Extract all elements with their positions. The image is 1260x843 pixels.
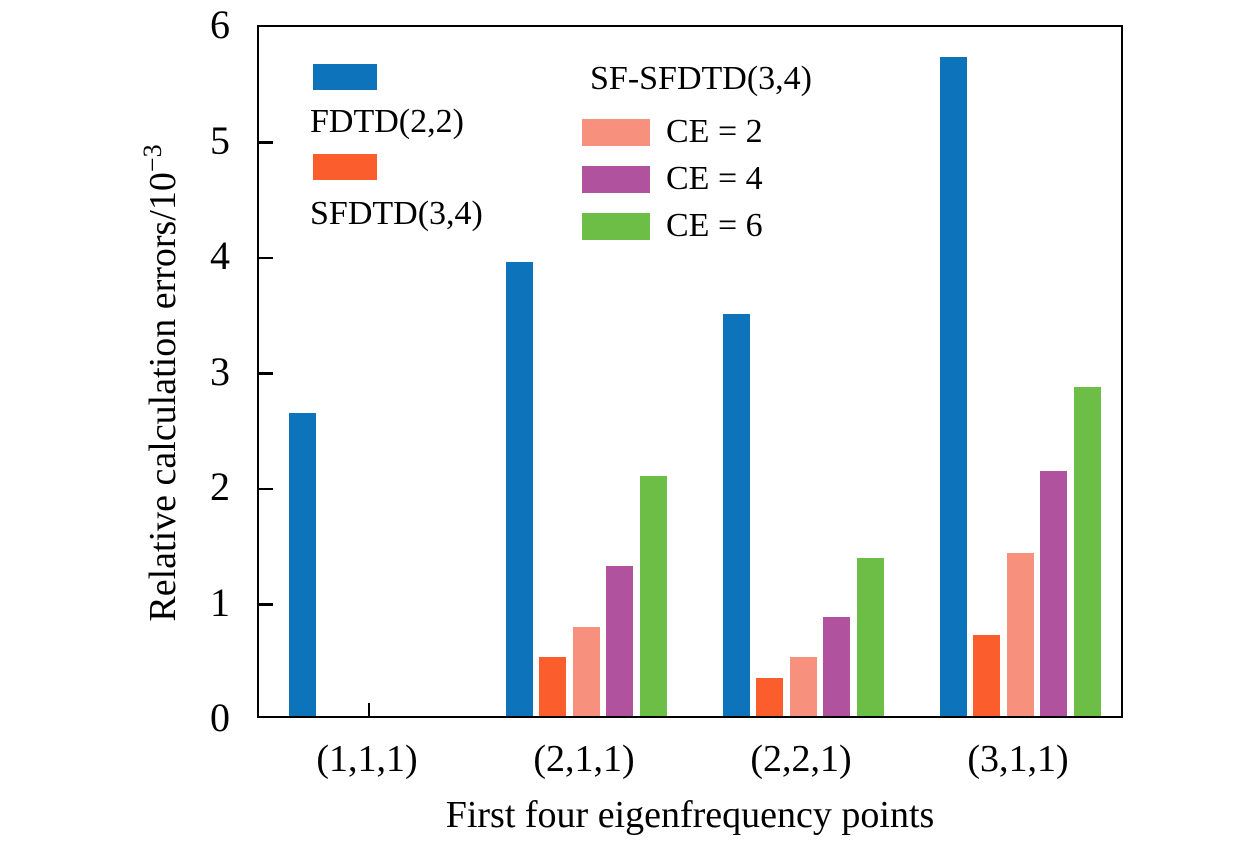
bar-series4-cat1 [639, 475, 667, 716]
y-tick-label-1: 1 [210, 579, 230, 625]
legend-swatch-ce4 [582, 165, 650, 193]
legend-header-sf-sfdtd34: SF-SFDTD(3,4) [590, 60, 812, 97]
y-tick-4 [259, 256, 273, 260]
legend-swatch-fdtd22 [313, 64, 377, 90]
bar-series4-cat2 [856, 557, 884, 716]
y-tick-label-0: 0 [210, 695, 230, 740]
bar-series0-cat0 [288, 413, 316, 716]
y-tick-label-5: 5 [210, 117, 230, 163]
legend-label-fdtd22: FDTD(2,2) [310, 103, 464, 140]
bar-series2-cat2 [789, 657, 817, 716]
bar-series2-cat1 [572, 627, 600, 716]
bar-series2-cat3 [1006, 553, 1034, 716]
y-tick-label-6: 6 [210, 2, 230, 47]
y-tick-label-3: 3 [210, 348, 230, 394]
y-tick-1 [259, 603, 273, 606]
legend-label-ce6: CE = 6 [666, 207, 763, 244]
legend-label-sfdtd34: SFDTD(3,4) [310, 195, 483, 232]
bar-series3-cat2 [823, 616, 850, 716]
x-tick-label-2: (2,2,1) [750, 738, 852, 780]
y-tick-5 [259, 141, 273, 144]
x-tick-label-3: (3,1,1) [967, 738, 1069, 780]
legend-row-ce4: CE = 4 [582, 159, 763, 199]
plot-area: FDTD(2,2) SFDTD(3,4) SF-SFDTD(3,4) CE = … [257, 25, 1123, 718]
legend-swatch-sfdtd34 [313, 154, 377, 180]
bar-series0-cat2 [722, 314, 750, 716]
x-tick-label-0: (1,1,1) [316, 738, 418, 780]
bar-series1-cat3 [973, 635, 1000, 716]
y-tick-2 [259, 487, 273, 491]
legend-row-ce6: CE = 6 [582, 206, 763, 246]
bar-series1-cat2 [756, 677, 783, 716]
legend-label-ce4: CE = 4 [666, 160, 763, 197]
bar-series0-cat3 [939, 56, 967, 716]
bar-series3-cat1 [606, 565, 633, 716]
legend-label-ce2: CE = 2 [666, 113, 763, 150]
legend-swatch-ce6 [582, 212, 650, 240]
y-tick-label-2: 2 [210, 464, 230, 509]
x-axis-title: First four eigenfrequency points [445, 794, 935, 836]
bar-series4-cat3 [1073, 386, 1101, 716]
x-tick-0 [367, 703, 371, 716]
legend-swatch-ce2 [582, 118, 650, 146]
x-tick-label-1: (2,1,1) [533, 738, 635, 780]
y-tick-label-4: 4 [210, 233, 230, 278]
bar-series1-cat1 [539, 657, 566, 716]
bar-series3-cat3 [1040, 471, 1067, 716]
legend-row-ce2: CE = 2 [582, 112, 763, 152]
y-tick-3 [259, 372, 273, 375]
bar-series0-cat1 [505, 262, 533, 716]
